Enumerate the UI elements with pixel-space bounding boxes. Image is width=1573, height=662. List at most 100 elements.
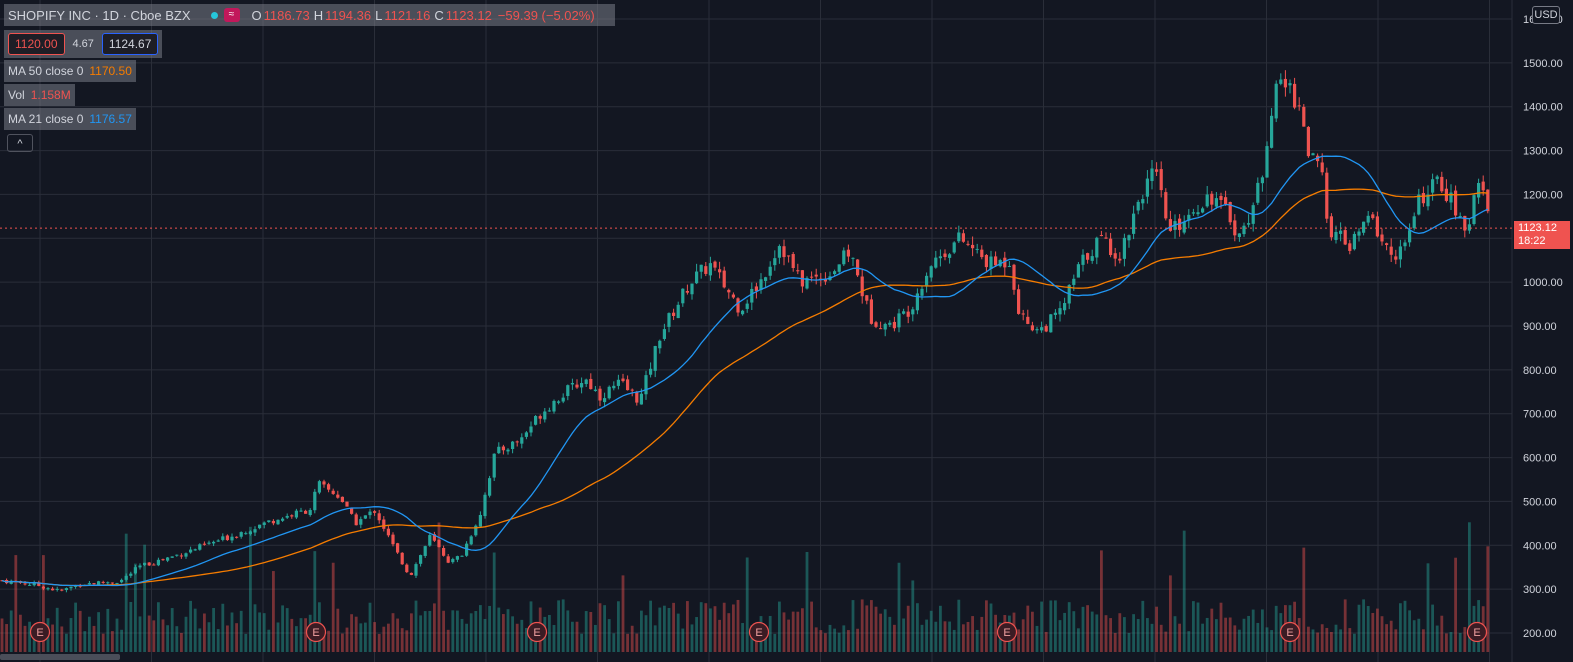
candle-body bbox=[543, 411, 547, 420]
candle-body bbox=[736, 298, 740, 313]
volume-bar bbox=[883, 609, 887, 652]
candle-body bbox=[87, 583, 91, 585]
candle-body bbox=[391, 534, 395, 545]
candle-body bbox=[805, 277, 809, 289]
volume-bar bbox=[1054, 600, 1057, 652]
volume-bar bbox=[782, 612, 786, 652]
candle-body bbox=[313, 491, 317, 511]
candle-body bbox=[961, 233, 965, 242]
candle-body bbox=[179, 555, 183, 557]
volume-bar bbox=[888, 616, 892, 652]
volume-bar bbox=[157, 602, 160, 652]
candle-body bbox=[1099, 235, 1103, 237]
volume-bar bbox=[584, 611, 588, 652]
candle-body bbox=[442, 547, 446, 556]
volume-bar bbox=[1486, 546, 1490, 652]
volume-bar bbox=[189, 600, 192, 652]
volume-bar bbox=[341, 633, 344, 652]
last-price-value: 1123.12 bbox=[1518, 222, 1557, 234]
earnings-marker-icon bbox=[1279, 621, 1301, 643]
earnings-marker-label: E bbox=[1286, 627, 1293, 639]
volume-bar bbox=[1445, 633, 1448, 652]
earnings-marker-label: E bbox=[533, 627, 540, 639]
ma21-legend[interactable]: MA 21 close 0 1176.57 bbox=[4, 108, 136, 130]
candle-body bbox=[359, 519, 363, 525]
candle-body bbox=[1182, 221, 1186, 233]
y-axis-tick-label: 400.00 bbox=[1523, 540, 1557, 552]
sell-button[interactable]: 1120.00 bbox=[8, 33, 65, 55]
candle-body bbox=[520, 437, 524, 444]
candle-body bbox=[1205, 194, 1209, 207]
candle-body bbox=[823, 279, 827, 282]
volume-bar bbox=[175, 626, 179, 652]
candle-body bbox=[621, 378, 625, 382]
volume-legend[interactable]: Vol 1.158M bbox=[4, 84, 75, 106]
candle-body bbox=[814, 274, 818, 277]
candle-body bbox=[1150, 168, 1154, 182]
candle-body bbox=[92, 583, 96, 585]
symbol-title[interactable]: SHOPIFY INC · 1D · Cboe BZX bbox=[8, 7, 191, 23]
volume-bar bbox=[860, 599, 864, 652]
volume-bar bbox=[281, 605, 284, 652]
candle-body bbox=[239, 532, 243, 537]
volume-bar bbox=[1072, 611, 1076, 652]
candle-body bbox=[285, 515, 289, 518]
y-axis-tick-label: 1400.00 bbox=[1523, 102, 1563, 114]
candle-body bbox=[64, 588, 68, 591]
volume-bar bbox=[736, 599, 740, 652]
buy-button[interactable]: 1124.67 bbox=[101, 33, 159, 55]
volume-bar bbox=[460, 618, 464, 652]
volume-bar bbox=[1256, 622, 1260, 652]
volume-bar bbox=[897, 562, 901, 652]
currency-button[interactable]: USD bbox=[1532, 6, 1560, 24]
volume-bar bbox=[295, 626, 298, 652]
volume-bar bbox=[589, 612, 593, 652]
volume-bar bbox=[727, 613, 731, 652]
volume-bar bbox=[1302, 547, 1306, 652]
volume-bar bbox=[290, 618, 294, 652]
candle-body bbox=[363, 515, 367, 519]
volume-bar bbox=[1431, 604, 1434, 652]
chevron-up-icon[interactable]: ^ bbox=[7, 134, 33, 152]
volume-bar bbox=[810, 601, 813, 652]
volume-bar bbox=[768, 615, 772, 652]
candle-body bbox=[1127, 235, 1131, 241]
candle-body bbox=[262, 522, 266, 525]
volume-bar bbox=[1238, 629, 1241, 652]
candle-body bbox=[810, 276, 814, 278]
volume-bar bbox=[1357, 604, 1361, 652]
volume-bar bbox=[653, 625, 657, 652]
volume-bar bbox=[741, 623, 744, 652]
volume-bar bbox=[916, 603, 919, 652]
candle-body bbox=[1191, 212, 1195, 214]
y-axis-tick-label: 800.00 bbox=[1523, 365, 1557, 377]
volume-bar bbox=[773, 633, 777, 652]
bar-countdown: 18:22 bbox=[1518, 235, 1546, 247]
earnings-marker-icon bbox=[29, 621, 51, 643]
ma50-legend[interactable]: MA 50 close 0 1170.50 bbox=[4, 60, 136, 82]
volume-bar bbox=[492, 552, 496, 652]
candle-body bbox=[446, 556, 450, 563]
volume-bar bbox=[1219, 602, 1223, 652]
volume-bar bbox=[870, 600, 873, 652]
volume-bar bbox=[837, 632, 841, 652]
volume-bar bbox=[60, 626, 64, 652]
volume-bar bbox=[152, 620, 156, 652]
candle-body bbox=[331, 490, 335, 494]
volume-bar bbox=[994, 614, 997, 652]
candle-body bbox=[547, 410, 551, 412]
candle-body bbox=[115, 582, 119, 584]
volume-bar bbox=[598, 603, 602, 652]
candle-body bbox=[1086, 253, 1090, 260]
ma21-name: MA 21 close 0 bbox=[8, 112, 84, 126]
wave-icon[interactable]: ≈ bbox=[223, 8, 240, 22]
volume-bar bbox=[198, 628, 202, 652]
earnings-marker-label: E bbox=[312, 627, 319, 639]
candle-body bbox=[1435, 176, 1439, 180]
volume-bar bbox=[143, 544, 146, 652]
volume-bar bbox=[1343, 599, 1347, 652]
candle-body bbox=[943, 253, 947, 258]
volume-bar bbox=[262, 613, 266, 652]
horizontal-scrollbar[interactable] bbox=[0, 654, 120, 660]
